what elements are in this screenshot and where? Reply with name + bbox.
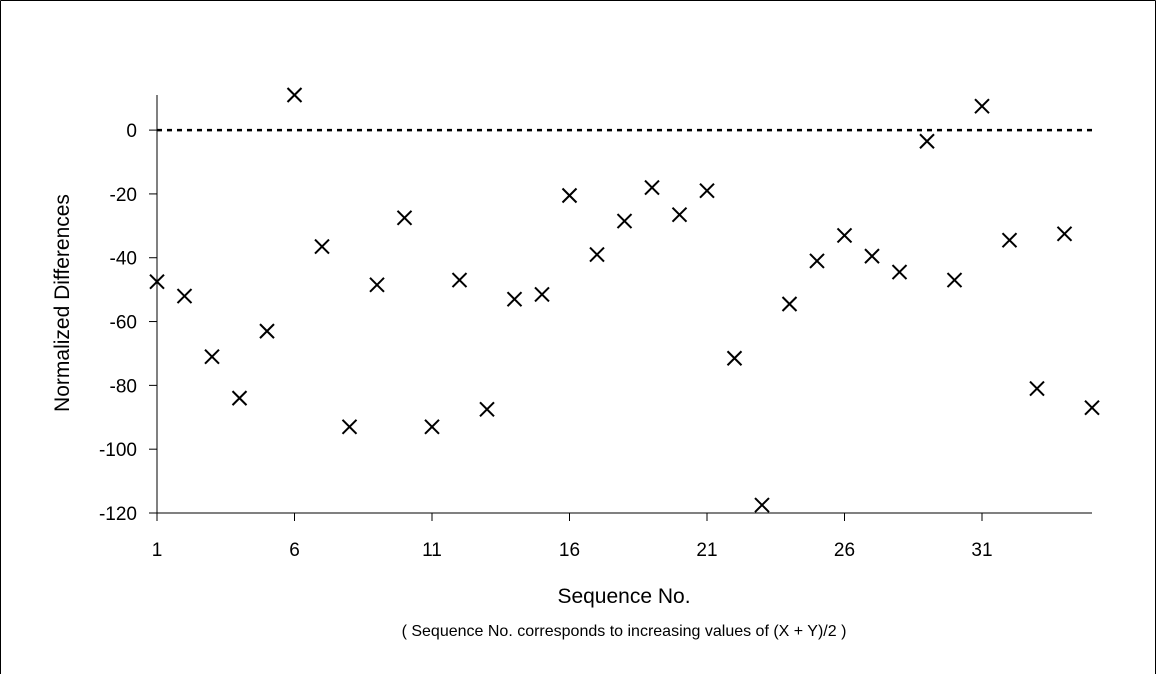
data-point-x-marker bbox=[396, 210, 413, 226]
data-point-x-marker bbox=[919, 133, 935, 149]
y-tick-label: -120 bbox=[99, 504, 137, 525]
data-point-x-marker bbox=[479, 401, 495, 418]
data-point-x-marker bbox=[149, 273, 165, 290]
data-point-x-marker bbox=[534, 286, 550, 303]
data-point-x-marker bbox=[259, 323, 275, 339]
data-point-x-marker bbox=[644, 179, 660, 196]
data-point-x-marker bbox=[809, 253, 825, 269]
x-tick-label: 16 bbox=[559, 540, 580, 561]
data-point-x-marker bbox=[341, 419, 358, 435]
data-point-x-marker bbox=[616, 213, 633, 229]
data-point-x-marker bbox=[699, 183, 715, 199]
data-points bbox=[149, 87, 1100, 513]
y-tick-label: -80 bbox=[110, 376, 137, 397]
data-point-x-marker bbox=[424, 419, 440, 435]
y-tick-label: -100 bbox=[99, 440, 137, 461]
data-point-x-marker bbox=[1084, 399, 1100, 416]
data-point-x-marker bbox=[589, 246, 605, 263]
data-point-x-marker bbox=[891, 264, 908, 280]
data-point-x-marker bbox=[1056, 226, 1073, 242]
x-tick-label: 31 bbox=[971, 540, 992, 561]
data-point-x-marker bbox=[754, 497, 770, 513]
data-point-x-marker bbox=[231, 390, 248, 406]
x-tick-label: 11 bbox=[422, 540, 442, 561]
data-point-x-marker bbox=[176, 288, 193, 304]
data-point-x-marker bbox=[286, 87, 303, 103]
data-point-x-marker bbox=[506, 291, 523, 307]
y-tick-label: -40 bbox=[110, 249, 137, 270]
data-point-x-marker bbox=[671, 206, 688, 223]
x-tick-label: 1 bbox=[152, 540, 163, 561]
x-axis-ticks: 1 6 11 16 21 26 31 bbox=[152, 513, 993, 561]
x-tick-label: 21 bbox=[696, 540, 717, 561]
x-axis-title: Sequence No. bbox=[557, 585, 690, 608]
data-point-x-marker bbox=[1029, 380, 1045, 397]
data-point-x-marker bbox=[561, 187, 578, 204]
data-point-x-marker bbox=[864, 248, 880, 264]
x-axis-note: ( Sequence No. corresponds to increasing… bbox=[402, 623, 847, 640]
x-tick-label: 26 bbox=[834, 540, 855, 561]
data-point-x-marker bbox=[946, 272, 963, 288]
data-point-x-marker bbox=[314, 238, 330, 255]
data-point-x-marker bbox=[781, 296, 798, 312]
data-point-x-marker bbox=[369, 277, 385, 293]
y-axis-title: Normalized Differences bbox=[51, 194, 74, 412]
data-point-x-marker bbox=[836, 227, 853, 244]
y-tick-label: -20 bbox=[110, 185, 137, 206]
data-point-x-marker bbox=[1001, 232, 1018, 248]
y-tick-label: 0 bbox=[126, 121, 137, 142]
data-point-x-marker bbox=[451, 272, 468, 288]
x-tick-label: 6 bbox=[289, 540, 300, 561]
y-axis-ticks: 0 -20 -40 -60 -80 -100 -120 bbox=[99, 121, 157, 525]
data-point-x-marker bbox=[726, 350, 743, 366]
data-point-x-marker bbox=[974, 98, 990, 114]
y-tick-label: -60 bbox=[110, 313, 137, 334]
data-point-x-marker bbox=[204, 348, 220, 365]
